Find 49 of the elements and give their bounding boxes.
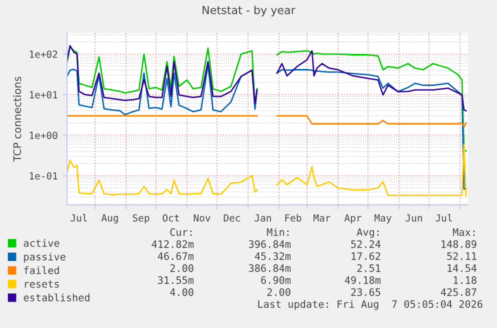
legend-label: resets (25, 280, 59, 288)
x-tick-label: Jun (406, 214, 422, 222)
text: 2.00 (170, 264, 194, 272)
text: Last update: Fri Aug 7 05:05:04 2026 (258, 300, 482, 310)
text: 412.82m (152, 240, 194, 248)
text: 396.84m (248, 240, 291, 248)
text: 49.18m (344, 276, 381, 284)
text: 2.51 (357, 264, 380, 272)
text: 52.24 (351, 240, 381, 248)
x-tick-label: Mar (314, 214, 330, 222)
x-tick-label: Apr (344, 214, 362, 224)
x-tick-label: Feb (285, 214, 302, 222)
x-tick-label: Jul (70, 214, 87, 222)
text: Cur: (170, 228, 192, 236)
chart-title: Netstat - by year (202, 6, 296, 16)
text: 45.32m (254, 252, 291, 260)
legend-label: failed (24, 266, 59, 274)
x-tick-label: Sep (132, 214, 150, 224)
legend-label: passive (24, 252, 66, 262)
y-axis-title: TCP connections (13, 76, 22, 162)
text: Min: (267, 228, 289, 236)
text: 1.18 (454, 276, 476, 284)
legend-label: active (24, 239, 60, 247)
y-tick-label: 1e-01 (30, 172, 58, 180)
x-tick-label: Dec (224, 214, 240, 222)
x-tick-label: Aug (101, 214, 118, 224)
y-tick-label: 1e+01 (30, 91, 58, 98)
text: Max: (453, 228, 475, 236)
text: 4.00 (170, 288, 194, 296)
text: 148.89 (442, 240, 476, 248)
text: 31.55m (158, 276, 194, 284)
x-tick-label: May (374, 214, 392, 224)
y-tick-label: 1e+00 (30, 132, 58, 140)
x-tick-label: Oct (162, 214, 179, 222)
text: Avg: (356, 228, 379, 238)
text: 17.62 (352, 252, 380, 260)
text: 14.54 (448, 264, 477, 272)
text: 386.84m (248, 264, 291, 272)
x-tick-label: Jan (254, 214, 271, 222)
legend-label: established (24, 293, 90, 302)
text: 425.87 (440, 288, 476, 296)
text: 52.11 (447, 252, 476, 260)
x-tick-label: Nov (194, 214, 210, 222)
text: 6.90m (261, 276, 291, 284)
text: 23.65 (351, 288, 380, 296)
text: 46.67m (158, 252, 194, 260)
text: 2.00 (267, 288, 290, 296)
x-tick-label: Jul (436, 214, 452, 222)
y-tick-label: 1e+02 (30, 50, 58, 58)
